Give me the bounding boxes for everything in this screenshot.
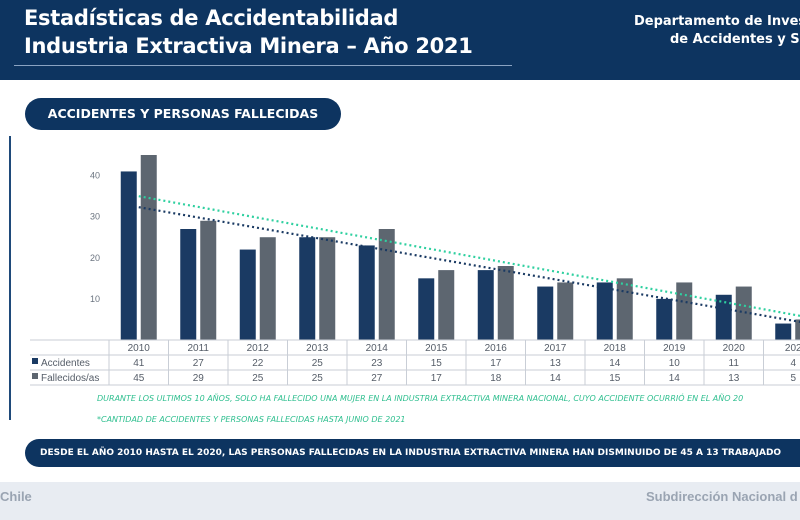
bar-fallecidos bbox=[557, 282, 574, 340]
legend-swatch-fallecidos bbox=[32, 373, 38, 379]
legend-swatch-accidentes bbox=[32, 358, 38, 364]
x-tick-label: 2016 bbox=[485, 343, 508, 354]
bar-fallecidos bbox=[735, 286, 752, 340]
x-tick-label: 2020 bbox=[723, 343, 746, 354]
bar-accidentes bbox=[656, 298, 673, 340]
left-accent-rule bbox=[9, 136, 11, 420]
data-label-accidentes: 27 bbox=[193, 358, 205, 369]
x-tick-label: 2013 bbox=[306, 343, 329, 354]
data-label-fallecidos: 14 bbox=[669, 373, 681, 384]
header-bar: Estadísticas de Accidentabilidad Industr… bbox=[0, 0, 800, 80]
bar-fallecidos bbox=[795, 319, 800, 340]
x-tick-label: 2019 bbox=[663, 343, 686, 354]
bar-fallecidos bbox=[497, 266, 514, 340]
department-line2: de Accidentes y Sa bbox=[670, 32, 800, 47]
data-label-accidentes: 4 bbox=[790, 358, 796, 369]
bar-accidentes bbox=[418, 278, 435, 340]
chart-note-1: DURANTE LOS ULTIMOS 10 AÑOS, SOLO HA FAL… bbox=[97, 394, 744, 403]
section-pill: ACCIDENTES Y PERSONAS FALLECIDAS bbox=[25, 98, 341, 130]
legend-label-fallecidos: Fallecidos/as bbox=[41, 373, 99, 384]
data-label-fallecidos: 13 bbox=[728, 373, 740, 384]
data-label-fallecidos: 29 bbox=[193, 373, 205, 384]
bar-fallecidos bbox=[259, 237, 276, 340]
summary-banner: DESDE EL AÑO 2010 HASTA EL 2020, LAS PER… bbox=[25, 439, 800, 467]
data-label-accidentes: 14 bbox=[609, 358, 621, 369]
bar-fallecidos bbox=[676, 282, 693, 340]
data-label-accidentes: 23 bbox=[371, 358, 383, 369]
bar-accidentes bbox=[358, 245, 375, 340]
y-tick-label: 40 bbox=[90, 171, 100, 181]
page-title-line1: Estadísticas de Accidentabilidad bbox=[24, 6, 399, 30]
x-tick-label: 2012 bbox=[247, 343, 270, 354]
data-label-fallecidos: 45 bbox=[133, 373, 145, 384]
data-label-fallecidos: 25 bbox=[312, 373, 324, 384]
x-tick-label: 2018 bbox=[604, 343, 627, 354]
x-tick-label: 2014 bbox=[366, 343, 389, 354]
data-label-fallecidos: 18 bbox=[490, 373, 502, 384]
footer-right-text: Subdirección Nacional d bbox=[646, 489, 798, 504]
bar-accidentes bbox=[239, 249, 256, 340]
bar-accidentes bbox=[715, 294, 732, 340]
bar-fallecidos bbox=[200, 220, 217, 340]
data-label-fallecidos: 15 bbox=[609, 373, 621, 384]
chart-note-2: *CANTIDAD DE ACCIDENTES Y PERSONAS FALLE… bbox=[97, 415, 406, 424]
data-label-fallecidos: 17 bbox=[431, 373, 443, 384]
data-label-accidentes: 22 bbox=[252, 358, 264, 369]
data-label-accidentes: 11 bbox=[729, 358, 740, 369]
data-label-accidentes: 17 bbox=[490, 358, 502, 369]
y-tick-label: 10 bbox=[90, 294, 100, 304]
page-title-line2: Industria Extractiva Minera – Año 2021 bbox=[24, 34, 473, 58]
trendline-fallecidos bbox=[138, 195, 800, 317]
bar-accidentes bbox=[120, 171, 137, 340]
footer-left-text: Chile bbox=[0, 489, 32, 504]
bar-fallecidos bbox=[140, 155, 157, 340]
bar-accidentes bbox=[596, 282, 613, 340]
data-label-accidentes: 13 bbox=[550, 358, 562, 369]
bar-fallecidos bbox=[378, 229, 395, 340]
y-tick-label: 30 bbox=[90, 212, 100, 222]
data-label-accidentes: 10 bbox=[669, 358, 681, 369]
bar-accidentes bbox=[537, 286, 554, 340]
x-tick-label: 202 bbox=[785, 343, 800, 354]
trendline-accidentes bbox=[138, 206, 800, 323]
bar-fallecidos bbox=[438, 270, 455, 340]
x-tick-label: 2015 bbox=[425, 343, 448, 354]
y-tick-label: 20 bbox=[90, 253, 100, 263]
legend-label-accidentes: Accidentes bbox=[41, 358, 90, 369]
data-label-accidentes: 41 bbox=[133, 358, 145, 369]
data-label-fallecidos: 27 bbox=[371, 373, 383, 384]
data-label-fallecidos: 5 bbox=[790, 373, 796, 384]
data-label-fallecidos: 14 bbox=[550, 373, 562, 384]
bar-accidentes bbox=[180, 229, 197, 340]
bar-fallecidos bbox=[319, 237, 336, 340]
data-label-fallecidos: 25 bbox=[252, 373, 264, 384]
bar-accidentes bbox=[775, 323, 792, 340]
x-tick-label: 2017 bbox=[544, 343, 567, 354]
x-tick-label: 2010 bbox=[128, 343, 151, 354]
data-label-accidentes: 25 bbox=[312, 358, 324, 369]
bar-accidentes bbox=[477, 270, 494, 340]
x-tick-label: 2011 bbox=[187, 343, 209, 354]
data-label-accidentes: 15 bbox=[431, 358, 443, 369]
title-underline bbox=[14, 65, 512, 66]
bar-accidentes bbox=[299, 237, 316, 340]
bar-fallecidos bbox=[616, 278, 633, 340]
department-line1: Departamento de Inves bbox=[634, 14, 800, 29]
